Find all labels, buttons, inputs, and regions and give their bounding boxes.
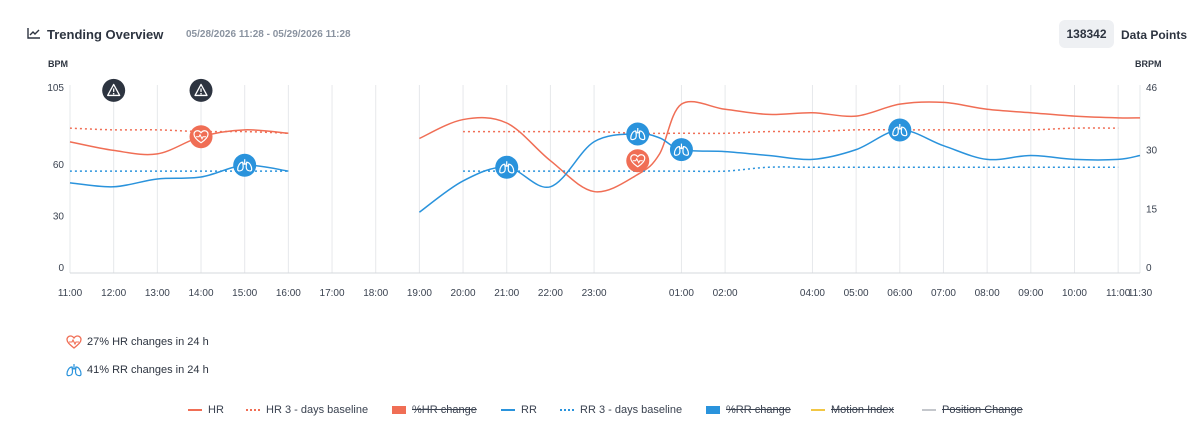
x-tick-label: 19:00	[407, 288, 432, 299]
x-tick-label: 02:00	[713, 288, 738, 299]
x-tick-label: 15:00	[232, 288, 257, 299]
y-left-tick-label: 0	[58, 263, 64, 274]
hr-change-text: 27% HR changes in 24 h	[87, 336, 209, 348]
lungs-marker[interactable]	[233, 153, 257, 177]
x-tick-label: 20:00	[451, 288, 476, 299]
y-right-tick-label: 15	[1146, 204, 1158, 215]
data-points-label: Data Points	[1121, 28, 1188, 42]
alert-marker[interactable]	[189, 78, 213, 102]
x-tick-label: 14:00	[189, 288, 214, 299]
lungs-icon	[626, 122, 650, 146]
lungs-icon	[66, 364, 82, 377]
y-right-tick-label: 30	[1146, 146, 1158, 157]
alert-marker[interactable]	[102, 78, 126, 102]
x-tick-label: 05:00	[844, 288, 869, 299]
x-tick-label: 13:00	[145, 288, 170, 299]
x-tick-label: 01:00	[669, 288, 694, 299]
x-tick-label: 11:00	[58, 288, 83, 299]
x-tick-label: 12:00	[101, 288, 126, 299]
x-tick-label: 16:00	[276, 288, 301, 299]
x-tick-label: 08:00	[975, 288, 1000, 299]
x-tick-label: 11:00	[1106, 288, 1131, 299]
lungs-marker[interactable]	[626, 122, 650, 146]
trend-chart-icon	[27, 28, 40, 39]
rr-change-text: 41% RR changes in 24 h	[87, 364, 209, 376]
y-left-tick-label: 60	[53, 160, 65, 171]
x-tick-label: 17:00	[320, 288, 345, 299]
data-points-count: 138342	[1059, 20, 1114, 48]
trending-chart: 11:00 12:00 13:00 14:00 15:00 16:00 17:00 18:00…	[47, 59, 1162, 299]
x-tick-label: 22:00	[538, 288, 563, 299]
date-range: 05/28/2026 11:28 - 05/29/2026 11:28	[186, 29, 351, 40]
lungs-marker[interactable]	[495, 155, 519, 179]
heart-pulse-marker[interactable]	[189, 125, 213, 149]
x-tick-label: 11:30	[1128, 288, 1153, 299]
x-tick-label: 04:00	[800, 288, 825, 299]
x-tick-label: 18:00	[363, 288, 388, 299]
y-left-tick-label: 30	[53, 212, 65, 223]
series-hr-line	[419, 100, 1141, 193]
page-title: Trending Overview	[47, 27, 164, 42]
y-right-axis-label: BRPM	[1135, 59, 1162, 69]
x-tick-label: 23:00	[582, 288, 607, 299]
y-left-axis-label: BPM	[48, 59, 68, 69]
x-tick-label: 10:00	[1062, 288, 1087, 299]
x-tick-label: 21:00	[494, 288, 519, 299]
series-hr-line	[69, 129, 289, 156]
heart-pulse-icon	[66, 335, 82, 349]
y-right-tick-label: 46	[1146, 83, 1158, 94]
x-tick-label: 07:00	[931, 288, 956, 299]
chart-legend: HR HR 3 - days baseline %HR change RR RR…	[0, 398, 1200, 422]
header: Trending Overview 05/28/2026 11:28 - 05/…	[0, 0, 1200, 60]
lungs-marker[interactable]	[669, 138, 693, 162]
lungs-icon	[888, 118, 912, 142]
series-hr-3-days-baseline-line	[463, 127, 1119, 135]
lungs-icon	[669, 138, 693, 162]
y-right-tick-label: 0	[1146, 263, 1152, 274]
heart-pulse-marker[interactable]	[626, 149, 650, 173]
lungs-marker[interactable]	[888, 118, 912, 142]
series-rr-line	[418, 129, 1141, 213]
x-tick-label: 06:00	[887, 288, 912, 299]
x-tick-label: 09:00	[1018, 288, 1043, 299]
y-left-tick-label: 105	[47, 83, 64, 94]
series-rr-3-days-baseline-line	[463, 166, 1119, 173]
lungs-icon	[495, 155, 519, 179]
lungs-icon	[233, 153, 257, 177]
